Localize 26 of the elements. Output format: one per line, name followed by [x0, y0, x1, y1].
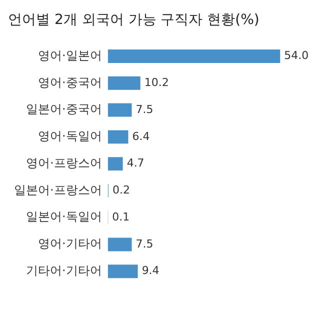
- data-label: 6.4: [132, 130, 150, 143]
- y-tick-label: 영어·일본어: [38, 48, 102, 62]
- data-label: 0.2: [112, 184, 130, 197]
- y-tick-label: 일본어·중국어: [26, 102, 102, 116]
- y-tick-label: 기타어·기타어: [26, 263, 102, 278]
- data-label: 10.2: [144, 76, 169, 89]
- y-tick-label: 영어·프랑스어: [26, 156, 102, 170]
- y-tick-label: 일본어·프랑스어: [14, 182, 102, 197]
- data-label: 4.7: [126, 156, 144, 170]
- bar: [108, 103, 132, 117]
- bar: [108, 264, 138, 278]
- y-tick-label: 영어·기타어: [38, 236, 102, 251]
- data-label: 0.1: [112, 210, 130, 224]
- data-label: 7.5: [136, 237, 154, 250]
- y-tick-label: 영어·독일어: [38, 129, 102, 144]
- bar: [108, 238, 132, 252]
- data-label: 7.5: [136, 102, 154, 116]
- y-tick-label: 일본어·독일어: [26, 210, 102, 224]
- bar: [108, 76, 140, 90]
- data-label: 54.0: [284, 49, 309, 62]
- bar: [108, 157, 123, 171]
- chart-title: 언어별 2개 외국어 가능 구직자 현황(%): [8, 12, 260, 28]
- bar: [108, 50, 280, 63]
- data-label: 9.4: [142, 264, 160, 278]
- bar: [108, 130, 128, 144]
- y-tick-label: 영어·중국어: [38, 75, 102, 90]
